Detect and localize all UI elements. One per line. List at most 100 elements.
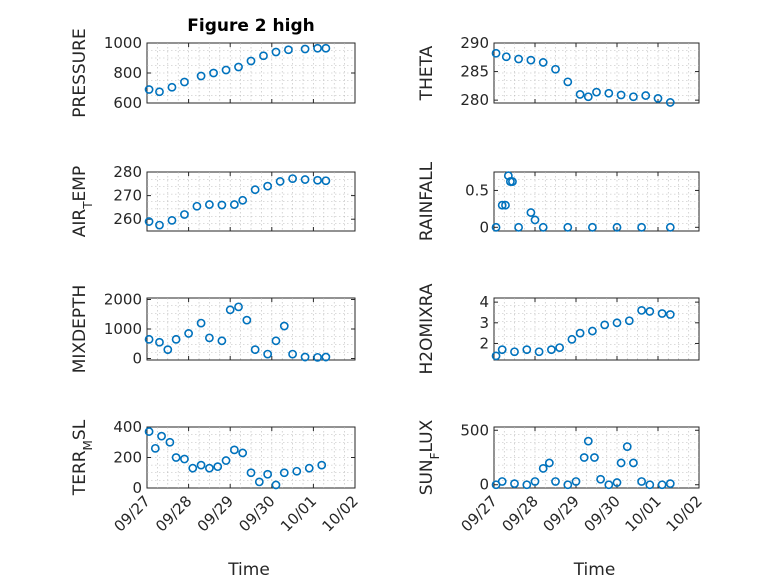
y-tick-label: 0 xyxy=(132,479,142,497)
data-point xyxy=(612,478,622,487)
y-axis-label: RAINFALL xyxy=(417,161,437,241)
data-point xyxy=(246,56,256,66)
data-point xyxy=(238,448,248,458)
data-point xyxy=(616,458,626,468)
y-axis-label: TERRMSL xyxy=(70,419,95,496)
data-point xyxy=(665,310,675,319)
data-point xyxy=(624,316,634,326)
data-point xyxy=(555,343,564,352)
y-tick-label: 600 xyxy=(113,94,142,112)
data-point xyxy=(263,349,273,359)
data-point xyxy=(508,177,517,186)
y-tick-label: 200 xyxy=(113,449,142,467)
x-tick-label: 09/29 xyxy=(194,492,237,535)
data-point xyxy=(229,200,239,209)
data-point xyxy=(588,222,597,232)
figure-title: Figure 2 high xyxy=(187,16,315,36)
plot-area xyxy=(493,297,700,361)
data-point xyxy=(196,318,206,328)
data-point xyxy=(180,210,189,219)
data-point xyxy=(300,175,310,184)
y-tick-label: 285 xyxy=(460,63,489,81)
data-point xyxy=(238,195,248,205)
data-point xyxy=(155,87,164,97)
data-point xyxy=(271,47,281,57)
y-tick-label: 270 xyxy=(113,187,142,205)
data-point xyxy=(150,443,160,453)
y-tick-label: 260 xyxy=(113,210,142,228)
data-point xyxy=(530,477,540,486)
data-point xyxy=(497,477,507,486)
data-point xyxy=(288,174,297,184)
data-point xyxy=(144,334,154,344)
y-tick-label: 800 xyxy=(113,64,142,82)
data-point xyxy=(275,177,285,186)
data-point xyxy=(637,305,646,315)
data-point xyxy=(600,320,610,330)
data-point xyxy=(501,52,511,62)
data-point xyxy=(144,427,154,436)
data-point xyxy=(288,349,297,359)
data-point xyxy=(192,201,202,211)
data-point xyxy=(180,77,189,87)
x-tick-label: 10/01 xyxy=(622,492,665,535)
y-axis-label: MIXDEPTH xyxy=(70,285,90,374)
data-point xyxy=(263,181,273,191)
data-point xyxy=(209,68,218,78)
data-point xyxy=(196,71,206,81)
data-point xyxy=(157,431,166,441)
data-point xyxy=(225,305,235,315)
y-axis-label: SUNFLUX xyxy=(417,419,442,495)
data-point xyxy=(180,454,189,464)
data-point xyxy=(575,328,585,338)
data-point xyxy=(579,453,589,462)
data-point xyxy=(551,64,560,74)
data-point xyxy=(551,477,560,486)
x-tick-label: 09/30 xyxy=(235,492,278,535)
y-tick-label: 3 xyxy=(479,314,489,332)
x-axis-label: Time xyxy=(227,560,270,580)
data-point xyxy=(583,436,593,446)
data-point xyxy=(592,87,601,97)
data-point xyxy=(259,51,268,61)
data-point xyxy=(571,477,581,486)
subplot-h2omixra: 2 3 4 H2OMIXRA xyxy=(417,283,700,375)
y-tick-label: 500 xyxy=(460,421,489,439)
data-point xyxy=(491,351,501,361)
data-point xyxy=(563,480,573,490)
data-point xyxy=(665,222,675,232)
y-tick-label: 4 xyxy=(479,293,489,311)
data-point xyxy=(313,175,322,185)
x-axis-label: Time xyxy=(573,560,616,580)
data-point xyxy=(246,468,256,478)
y-axis-label: AIRTEMP xyxy=(70,166,95,237)
data-point xyxy=(526,208,536,217)
data-point xyxy=(544,458,554,468)
subplot-theta: 280 285 290 THETA xyxy=(417,34,700,109)
data-point xyxy=(514,222,523,232)
data-point xyxy=(300,44,310,54)
data-point xyxy=(321,176,331,186)
data-point xyxy=(321,352,331,362)
data-point xyxy=(263,469,273,479)
data-point xyxy=(221,456,231,465)
data-point xyxy=(563,222,573,232)
data-point xyxy=(155,337,164,347)
data-point xyxy=(171,334,181,344)
data-point xyxy=(501,200,510,210)
data-point xyxy=(234,302,243,312)
data-point xyxy=(522,480,532,490)
data-point xyxy=(567,334,577,344)
data-point xyxy=(622,442,632,452)
data-point xyxy=(279,468,289,478)
data-point xyxy=(575,90,585,99)
data-point xyxy=(612,318,622,328)
data-point xyxy=(629,458,638,468)
data-point xyxy=(604,88,614,98)
data-point xyxy=(510,347,519,357)
data-point xyxy=(204,200,214,209)
x-tick-label: 09/29 xyxy=(540,492,583,535)
data-point xyxy=(321,43,331,53)
data-point xyxy=(522,345,532,355)
